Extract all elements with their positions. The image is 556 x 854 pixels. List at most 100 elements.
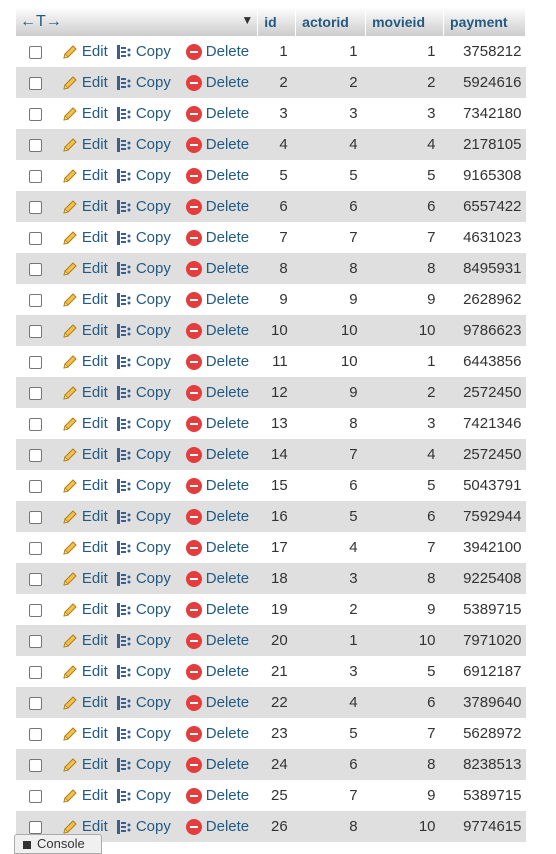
edit-link[interactable]: Edit	[55, 408, 116, 439]
cell-actorid[interactable]: 7	[295, 222, 366, 253]
cell-id[interactable]: 5	[257, 160, 296, 191]
cell-id[interactable]: 22	[257, 687, 296, 718]
delete-link[interactable]: Delete	[185, 377, 258, 408]
edit-link[interactable]: Edit	[55, 656, 116, 687]
copy-link[interactable]: Copy	[115, 470, 186, 501]
cell-movieid[interactable]: 1	[365, 346, 444, 377]
delete-link[interactable]: Delete	[185, 191, 258, 222]
edit-link[interactable]: Edit	[55, 129, 116, 160]
delete-link[interactable]: Delete	[185, 160, 258, 191]
cell-payment[interactable]: 9165308	[443, 160, 526, 191]
edit-link[interactable]: Edit	[55, 315, 116, 346]
edit-link[interactable]: Edit	[55, 439, 116, 470]
row-checkbox[interactable]	[29, 634, 43, 648]
row-checkbox[interactable]	[29, 107, 43, 121]
delete-link[interactable]: Delete	[185, 439, 258, 470]
edit-link[interactable]: Edit	[55, 36, 116, 67]
edit-link[interactable]: Edit	[55, 191, 116, 222]
row-checkbox[interactable]	[29, 324, 43, 338]
edit-link[interactable]: Edit	[55, 563, 116, 594]
column-header-payment[interactable]: payment	[443, 7, 526, 36]
copy-link[interactable]: Copy	[115, 253, 186, 284]
cell-actorid[interactable]: 6	[295, 749, 366, 780]
delete-link[interactable]: Delete	[185, 98, 258, 129]
copy-link[interactable]: Copy	[115, 129, 186, 160]
cell-id[interactable]: 8	[257, 253, 296, 284]
cell-payment[interactable]: 7592944	[443, 501, 526, 532]
cell-actorid[interactable]: 3	[295, 563, 366, 594]
delete-link[interactable]: Delete	[185, 811, 258, 842]
cell-id[interactable]: 10	[257, 315, 296, 346]
cell-id[interactable]: 19	[257, 594, 296, 625]
row-checkbox[interactable]	[29, 355, 43, 369]
copy-link[interactable]: Copy	[115, 377, 186, 408]
cell-movieid[interactable]: 2	[365, 377, 444, 408]
cell-payment[interactable]: 5043791	[443, 470, 526, 501]
delete-link[interactable]: Delete	[185, 625, 258, 656]
cell-payment[interactable]: 2178105	[443, 129, 526, 160]
cell-id[interactable]: 17	[257, 532, 296, 563]
cell-id[interactable]: 14	[257, 439, 296, 470]
cell-movieid[interactable]: 9	[365, 780, 444, 811]
cell-actorid[interactable]: 4	[295, 532, 366, 563]
cell-movieid[interactable]: 8	[365, 563, 444, 594]
cell-actorid[interactable]: 5	[295, 160, 366, 191]
delete-link[interactable]: Delete	[185, 222, 258, 253]
cell-id[interactable]: 16	[257, 501, 296, 532]
cell-actorid[interactable]: 9	[295, 377, 366, 408]
copy-link[interactable]: Copy	[115, 501, 186, 532]
cell-actorid[interactable]: 7	[295, 780, 366, 811]
column-arrows-icon[interactable]: ←T→	[20, 12, 62, 30]
copy-link[interactable]: Copy	[115, 439, 186, 470]
copy-link[interactable]: Copy	[115, 191, 186, 222]
delete-link[interactable]: Delete	[185, 532, 258, 563]
edit-link[interactable]: Edit	[55, 687, 116, 718]
cell-payment[interactable]: 9225408	[443, 563, 526, 594]
edit-link[interactable]: Edit	[55, 780, 116, 811]
cell-actorid[interactable]: 2	[295, 67, 366, 98]
edit-link[interactable]: Edit	[55, 253, 116, 284]
cell-id[interactable]: 11	[257, 346, 296, 377]
cell-payment[interactable]: 3789640	[443, 687, 526, 718]
edit-link[interactable]: Edit	[55, 222, 116, 253]
cell-movieid[interactable]: 6	[365, 191, 444, 222]
cell-actorid[interactable]: 7	[295, 439, 366, 470]
cell-movieid[interactable]: 5	[365, 470, 444, 501]
cell-id[interactable]: 3	[257, 98, 296, 129]
cell-movieid[interactable]: 6	[365, 687, 444, 718]
cell-movieid[interactable]: 1	[365, 36, 444, 67]
cell-id[interactable]: 13	[257, 408, 296, 439]
cell-actorid[interactable]: 2	[295, 594, 366, 625]
delete-link[interactable]: Delete	[185, 470, 258, 501]
cell-actorid[interactable]: 1	[295, 625, 366, 656]
edit-link[interactable]: Edit	[55, 594, 116, 625]
cell-actorid[interactable]: 10	[295, 346, 366, 377]
copy-link[interactable]: Copy	[115, 780, 186, 811]
cell-movieid[interactable]: 3	[365, 98, 444, 129]
row-checkbox[interactable]	[29, 603, 43, 617]
row-checkbox[interactable]	[29, 231, 43, 245]
cell-movieid[interactable]: 8	[365, 749, 444, 780]
edit-link[interactable]: Edit	[55, 284, 116, 315]
cell-payment[interactable]: 3758212	[443, 36, 526, 67]
column-header-movieid[interactable]: movieid	[365, 7, 445, 36]
row-checkbox[interactable]	[29, 510, 43, 524]
cell-actorid[interactable]: 4	[295, 687, 366, 718]
cell-payment[interactable]: 2572450	[443, 439, 526, 470]
delete-link[interactable]: Delete	[185, 67, 258, 98]
copy-link[interactable]: Copy	[115, 656, 186, 687]
row-checkbox[interactable]	[29, 727, 43, 741]
cell-movieid[interactable]: 9	[365, 594, 444, 625]
column-header-id[interactable]: id	[257, 7, 297, 36]
delete-link[interactable]: Delete	[185, 253, 258, 284]
row-checkbox[interactable]	[29, 76, 43, 90]
cell-id[interactable]: 26	[257, 811, 296, 842]
edit-link[interactable]: Edit	[55, 501, 116, 532]
edit-link[interactable]: Edit	[55, 625, 116, 656]
copy-link[interactable]: Copy	[115, 811, 186, 842]
cell-movieid[interactable]: 10	[365, 625, 444, 656]
cell-actorid[interactable]: 4	[295, 129, 366, 160]
edit-link[interactable]: Edit	[55, 346, 116, 377]
cell-id[interactable]: 7	[257, 222, 296, 253]
row-checkbox[interactable]	[29, 169, 43, 183]
